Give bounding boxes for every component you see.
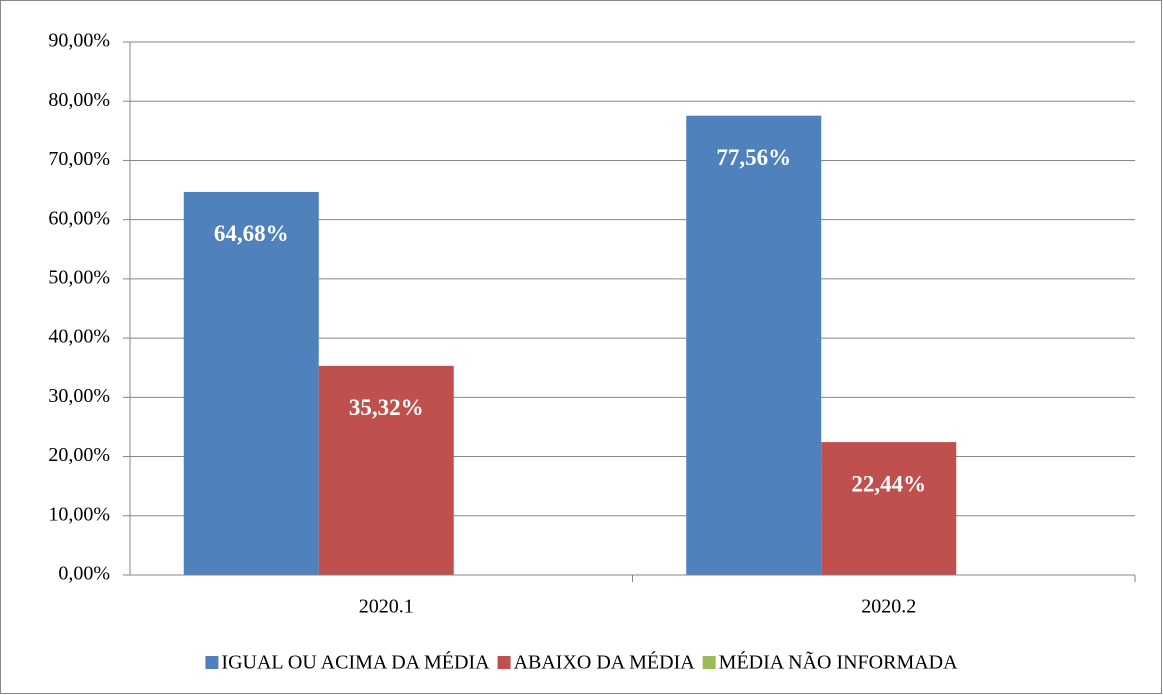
y-tick-label: 90,00% <box>48 30 110 52</box>
x-tick-label: 2020.2 <box>861 596 916 618</box>
y-tick-label: 10,00% <box>48 503 110 525</box>
data-label: 64,68% <box>214 221 289 246</box>
x-tick-label: 2020.1 <box>359 596 414 618</box>
bar <box>821 442 957 575</box>
bar <box>686 115 822 575</box>
bar <box>183 191 319 575</box>
data-label: 35,32% <box>349 395 424 420</box>
legend-label: IGUAL OU ACIMA DA MÉDIA <box>221 651 490 674</box>
y-tick-label: 0,00% <box>58 563 110 585</box>
data-label: 77,56% <box>716 145 791 170</box>
y-tick-label: 70,00% <box>48 148 110 170</box>
y-tick-label: 40,00% <box>48 326 110 348</box>
y-tick-label: 30,00% <box>48 385 110 407</box>
legend-swatch <box>205 656 219 669</box>
y-tick-label: 60,00% <box>48 207 110 229</box>
legend-label: MÉDIA NÃO INFORMADA <box>719 650 958 674</box>
legend-label: ABAIXO DA MÉDIA <box>514 651 696 674</box>
data-label: 22,44% <box>851 471 926 496</box>
legend-swatch <box>497 656 511 669</box>
bar <box>318 365 454 575</box>
y-tick-label: 50,00% <box>48 266 110 288</box>
y-tick-label: 80,00% <box>48 89 110 111</box>
legend-swatch <box>702 656 716 669</box>
y-tick-label: 20,00% <box>48 444 110 466</box>
